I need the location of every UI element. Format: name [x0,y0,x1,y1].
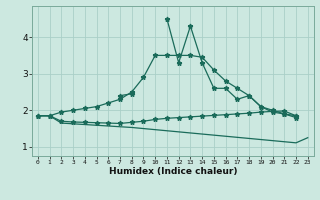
X-axis label: Humidex (Indice chaleur): Humidex (Indice chaleur) [108,167,237,176]
